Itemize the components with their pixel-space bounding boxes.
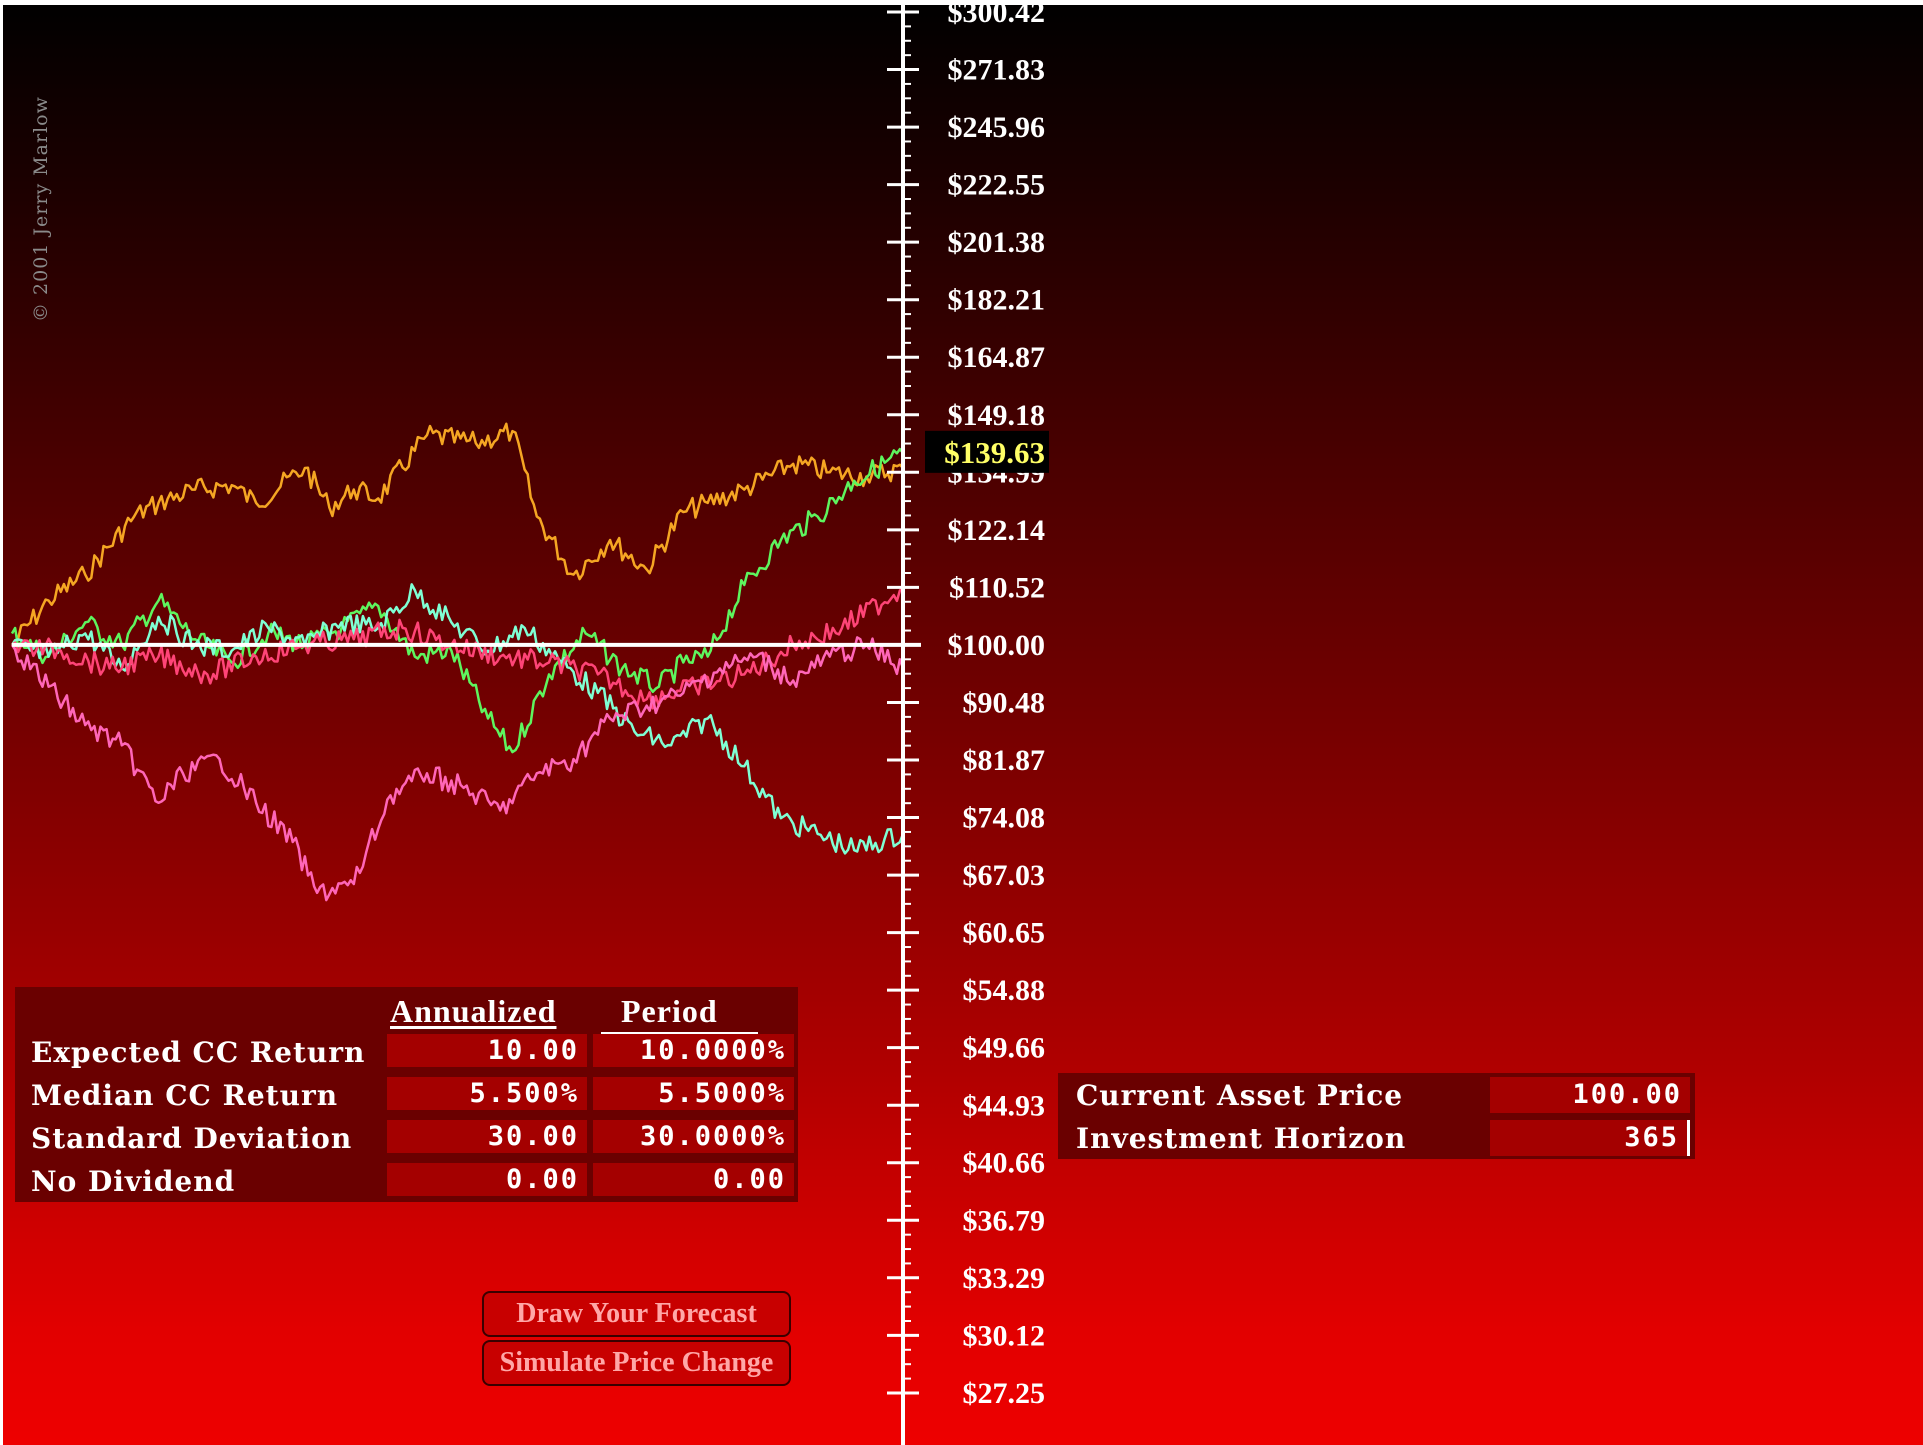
median-return-annualized-field[interactable]: 5.500% <box>387 1077 587 1110</box>
annualized-header: Annualized <box>390 993 557 1029</box>
asset-input-panel: Current Asset Price 100.00 Investment Ho… <box>1058 1073 1695 1159</box>
y-tick-label: $60.65 <box>963 917 1046 950</box>
std-dev-label: Standard Deviation <box>31 1122 353 1155</box>
current-price-marker: $139.63 <box>925 430 1049 473</box>
y-tick-label: $49.66 <box>963 1032 1046 1065</box>
expected-return-label: Expected CC Return <box>31 1036 366 1069</box>
std-dev-period-field[interactable]: 30.0000% <box>593 1120 794 1153</box>
current-asset-price-field[interactable]: 100.00 <box>1490 1077 1690 1113</box>
y-tick-label: $36.79 <box>963 1204 1046 1237</box>
y-tick-label: $201.38 <box>948 226 1046 259</box>
y-tick-label: $164.87 <box>948 341 1046 374</box>
top-frame-border <box>0 0 1923 5</box>
expected-return-period-field[interactable]: 10.0000% <box>593 1034 794 1067</box>
y-tick-label: $30.12 <box>963 1319 1046 1352</box>
median-return-label: Median CC Return <box>31 1079 339 1112</box>
left-frame-border <box>0 0 3 1445</box>
series-layer <box>10 422 905 902</box>
std-dev-annualized-field[interactable]: 30.00 <box>387 1120 587 1153</box>
dividend-annualized-field[interactable]: 0.00 <box>387 1163 587 1196</box>
return-stats-table: Annualized Period Expected CC Return 10.… <box>15 987 798 1202</box>
median-return-period-field[interactable]: 5.5000% <box>593 1077 794 1110</box>
y-tick-label: $54.88 <box>963 974 1046 1007</box>
dividend-period-field[interactable]: 0.00 <box>593 1163 794 1196</box>
y-tick-label: $300.42 <box>948 0 1046 29</box>
dividend-label: No Dividend <box>31 1165 236 1198</box>
simulate-price-change-button[interactable]: Simulate Price Change <box>482 1340 791 1386</box>
current-asset-price-label: Current Asset Price <box>1076 1079 1404 1112</box>
y-tick-label: $149.18 <box>948 399 1046 432</box>
period-header: Period <box>601 993 758 1034</box>
y-tick-label: $44.93 <box>963 1089 1046 1122</box>
current-price-label-bg <box>925 430 1049 473</box>
y-tick-label: $245.96 <box>948 111 1046 144</box>
y-axis-ticks: $300.42 $271.83 $245.96 $222.55 $201.38 $182.… <box>887 0 1045 1410</box>
expected-return-annualized-field[interactable]: 10.00 <box>387 1034 587 1067</box>
y-tick-label: $67.03 <box>963 859 1046 892</box>
y-tick-label: $122.14 <box>948 514 1046 547</box>
simulated-price-path-1 <box>11 422 904 646</box>
simulated-price-path-3 <box>10 583 905 855</box>
y-tick-label: $81.87 <box>963 744 1046 777</box>
y-tick-label: $74.08 <box>963 802 1046 835</box>
y-tick-label: $90.48 <box>963 686 1046 719</box>
y-tick-label: $110.52 <box>949 571 1045 604</box>
y-tick-label: $27.25 <box>963 1377 1046 1410</box>
investment-horizon-label: Investment Horizon <box>1076 1122 1407 1155</box>
y-tick-label: $222.55 <box>948 169 1046 202</box>
simulated-price-path-4 <box>11 586 904 710</box>
y-tick-label: $100.00 <box>948 629 1046 662</box>
y-tick-label: $271.83 <box>948 54 1046 87</box>
y-tick-label: $40.66 <box>963 1147 1046 1180</box>
simulated-price-path-2 <box>10 447 904 754</box>
investment-horizon-field[interactable]: 365 <box>1490 1120 1690 1156</box>
current-price-label: $139.63 <box>944 435 1045 470</box>
y-tick-label: $182.21 <box>948 284 1046 317</box>
y-tick-label: $33.29 <box>963 1262 1046 1295</box>
draw-forecast-button[interactable]: Draw Your Forecast <box>482 1291 791 1337</box>
simulated-price-path-5 <box>10 636 905 902</box>
